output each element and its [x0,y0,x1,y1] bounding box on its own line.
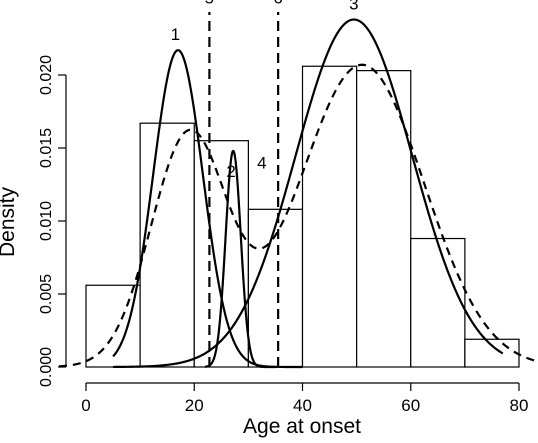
annotation-label-3: 3 [349,0,358,13]
x-axis-label: Age at onset [243,415,361,438]
x-tick-label: 60 [401,396,420,415]
annotation-label-1: 1 [171,25,180,44]
histogram-bar-5 [301,65,358,368]
x-tick-label: 20 [185,396,204,415]
annotation-label-5: 5 [205,0,214,7]
curve-annotations: 1 2 3 4 5 6 [171,0,359,181]
histogram-bar-8 [464,338,520,368]
y-axis: 0.000 0.005 0.010 0.015 0.020 [38,55,67,387]
y-tick-label: 0.000 [38,347,55,387]
annotation-label-2: 2 [226,162,235,181]
y-tick-label: 0.015 [38,128,55,168]
histogram-bar-4 [247,208,304,368]
y-tick-label: 0.005 [38,274,55,314]
histogram-bar-7 [410,237,466,368]
histogram-bar-6 [356,70,412,368]
density-curve-2 [204,149,277,369]
y-axis-label: Density [0,186,19,257]
density-curves [58,18,536,369]
y-tick-label: 0.020 [38,55,55,95]
density-curve-3 [113,18,504,369]
x-tick-label: 80 [510,396,529,415]
histogram-bar-1 [85,284,141,368]
histogram-bars [85,65,520,368]
y-tick-label: 0.010 [38,201,55,241]
vertical-reference-lines [208,12,280,367]
histogram-bar-2 [139,122,195,368]
x-axis: 0 20 40 60 80 [81,382,529,415]
annotation-label-4: 4 [257,153,266,172]
x-tick-label: 0 [81,396,90,415]
x-tick-label: 40 [293,396,312,415]
annotation-label-6: 6 [273,0,282,7]
density-curve-4 [58,63,536,368]
